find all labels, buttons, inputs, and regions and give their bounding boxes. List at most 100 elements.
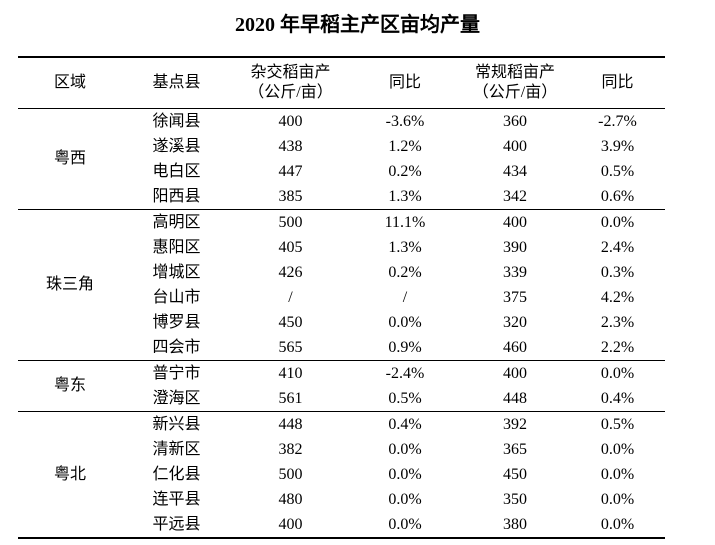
- conventional-yield-cell: 392: [503, 415, 527, 433]
- hybrid-yoy-cell: 1.2%: [388, 137, 422, 155]
- conventional-yoy-cell: 0.6%: [600, 187, 635, 205]
- conventional-yield-cell: 390: [503, 238, 527, 256]
- hybrid-yield-cell: 382: [278, 440, 303, 458]
- table-body: 粤西 徐闻县 400 -3.6% 360 -2.7% 遂溪县 438 1.2% …: [18, 109, 665, 539]
- county-cell: 高明区: [152, 213, 201, 231]
- table-row: 遂溪县 438 1.2% 400 3.9%: [18, 134, 665, 159]
- page-title: 2020 年早稻主产区亩均产量: [235, 14, 480, 36]
- header-hybrid-yield-unit: （公斤/亩）: [248, 84, 333, 101]
- table-header: 区域 基点县 杂交稻亩产 （公斤/亩） 同比 常规稻亩产 （公斤/亩） 同比: [18, 57, 665, 109]
- hybrid-yoy-cell: 1.3%: [388, 187, 422, 205]
- conventional-yoy-cell: 0.4%: [600, 389, 635, 407]
- county-cell: 阳西县: [152, 187, 201, 205]
- county-cell: 连平县: [152, 490, 201, 508]
- hybrid-yoy-cell: 0.2%: [388, 162, 422, 180]
- hybrid-yoy-cell: /: [402, 288, 408, 306]
- county-cell: 澄海区: [152, 389, 201, 407]
- conventional-yield-cell: 380: [503, 515, 527, 533]
- header-conventional-yoy: 同比: [601, 74, 634, 91]
- header-hybrid-yield-title: 杂交稻亩产: [250, 64, 331, 81]
- conventional-yield-cell: 339: [503, 263, 527, 281]
- hybrid-yield-cell: 426: [278, 263, 303, 281]
- header-county: 基点县: [152, 74, 201, 91]
- county-cell: 遂溪县: [152, 137, 201, 155]
- table-row: 澄海区 561 0.5% 448 0.4%: [18, 386, 665, 412]
- conventional-yield-cell: 365: [503, 440, 527, 458]
- hybrid-yield-cell: 405: [278, 238, 303, 256]
- county-cell: 新兴县: [152, 415, 201, 433]
- table-row: 清新区 382 0.0% 365 0.0%: [18, 437, 665, 462]
- header-hybrid-yield: 杂交稻亩产 （公斤/亩）: [231, 57, 350, 109]
- table-row: 台山市 / / 375 4.2%: [18, 285, 665, 310]
- hybrid-yield-cell: /: [288, 288, 293, 306]
- conventional-yoy-cell: 0.0%: [600, 440, 635, 458]
- conventional-yield-cell: 350: [503, 490, 527, 508]
- county-cell: 平远县: [152, 515, 201, 533]
- conventional-yield-cell: 450: [503, 465, 527, 483]
- table-row: 阳西县 385 1.3% 342 0.6%: [18, 184, 665, 210]
- hybrid-yoy-cell: 0.9%: [388, 338, 422, 356]
- conventional-yoy-cell: 2.2%: [600, 338, 635, 356]
- hybrid-yield-cell: 480: [278, 490, 303, 508]
- header-region: 区域: [53, 74, 86, 91]
- region-cell: 粤东: [53, 377, 86, 394]
- table-row: 粤西 徐闻县 400 -3.6% 360 -2.7%: [18, 109, 665, 168]
- hybrid-yoy-cell: 0.0%: [388, 313, 422, 331]
- header-row: 区域 基点县 杂交稻亩产 （公斤/亩） 同比 常规稻亩产 （公斤/亩） 同比: [18, 57, 665, 109]
- conventional-yoy-cell: 0.0%: [600, 515, 635, 533]
- hybrid-yield-cell: 438: [278, 137, 303, 155]
- hybrid-yield-cell: 447: [278, 162, 303, 180]
- region-cell: 粤北: [53, 465, 86, 483]
- header-hybrid-yoy: 同比: [388, 74, 421, 91]
- hybrid-yield-cell: 410: [278, 364, 303, 382]
- conventional-yield-cell: 400: [503, 364, 527, 382]
- table-row: 平远县 400 0.0% 380 0.0%: [18, 512, 665, 538]
- conventional-yield-cell: 460: [503, 338, 527, 356]
- conventional-yoy-cell: 4.2%: [600, 288, 635, 306]
- hybrid-yoy-cell: 0.0%: [388, 465, 422, 483]
- conventional-yield-cell: 448: [503, 389, 527, 407]
- table-row: 连平县 480 0.0% 350 0.0%: [18, 487, 665, 512]
- conventional-yield-cell: 434: [503, 162, 527, 180]
- hybrid-yoy-cell: 0.0%: [388, 490, 422, 508]
- conventional-yoy-cell: 3.9%: [600, 137, 635, 155]
- hybrid-yoy-cell: 0.2%: [388, 263, 422, 281]
- conventional-yoy-cell: 2.4%: [600, 238, 635, 256]
- table-row: 电白区 447 0.2% 434 0.5%: [18, 159, 665, 184]
- county-cell: 普宁市: [152, 364, 201, 382]
- conventional-yoy-cell: 0.5%: [600, 415, 635, 433]
- hybrid-yoy-cell: -3.6%: [385, 112, 425, 130]
- table-row: 粤北 新兴县 448 0.4% 392 0.5%: [18, 412, 665, 483]
- county-cell: 徐闻县: [152, 112, 201, 130]
- table-row: 博罗县 450 0.0% 320 2.3%: [18, 310, 665, 335]
- hybrid-yoy-cell: 1.3%: [388, 238, 422, 256]
- conventional-yoy-cell: 0.0%: [600, 490, 635, 508]
- conventional-yield-cell: 360: [503, 112, 527, 130]
- county-cell: 博罗县: [152, 313, 201, 331]
- conventional-yoy-cell: 0.3%: [600, 263, 635, 281]
- table-row: 仁化县 500 0.0% 450 0.0%: [18, 462, 665, 487]
- hybrid-yoy-cell: 0.4%: [388, 415, 422, 433]
- hybrid-yield-cell: 385: [278, 187, 303, 205]
- conventional-yield-cell: 400: [503, 137, 527, 155]
- conventional-yoy-cell: 0.0%: [600, 213, 635, 231]
- region-cell: 粤西: [53, 150, 86, 167]
- conventional-yield-cell: 375: [503, 288, 527, 306]
- header-conventional-yield-title: 常规稻亩产: [474, 64, 555, 81]
- hybrid-yield-cell: 450: [278, 313, 303, 331]
- conventional-yoy-cell: 0.5%: [600, 162, 635, 180]
- table-row: 惠阳区 405 1.3% 390 2.4%: [18, 235, 665, 260]
- county-cell: 电白区: [152, 162, 201, 180]
- hybrid-yoy-cell: 0.5%: [388, 389, 422, 407]
- county-cell: 四会市: [152, 338, 201, 356]
- table-row: 四会市 565 0.9% 460 2.2%: [18, 335, 665, 361]
- region-cell: 珠三角: [45, 276, 94, 293]
- hybrid-yield-cell: 400: [278, 515, 303, 533]
- conventional-yield-cell: 320: [503, 313, 527, 331]
- county-cell: 台山市: [152, 288, 201, 306]
- county-cell: 增城区: [152, 263, 201, 281]
- hybrid-yield-cell: 400: [278, 112, 303, 130]
- table-row: 珠三角 高明区 500 11.1% 400 0.0%: [18, 210, 665, 294]
- yield-table: 区域 基点县 杂交稻亩产 （公斤/亩） 同比 常规稻亩产 （公斤/亩） 同比 粤…: [18, 56, 665, 539]
- hybrid-yield-cell: 565: [278, 338, 303, 356]
